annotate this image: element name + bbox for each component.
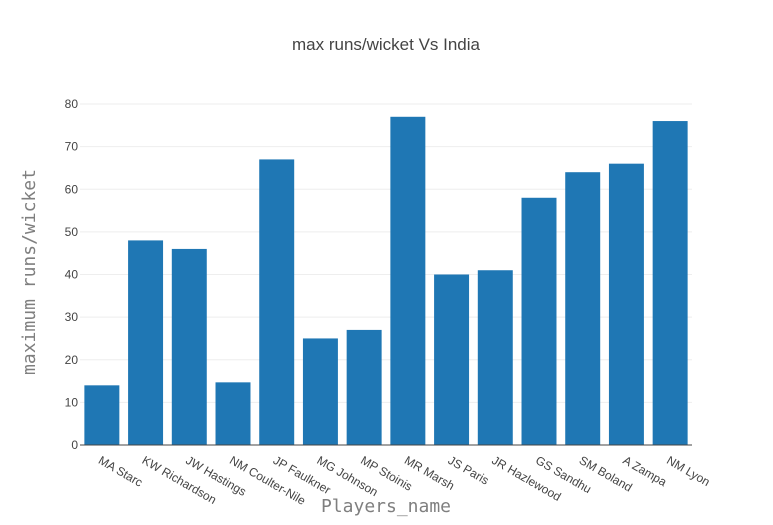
bar[interactable] [84, 385, 120, 445]
x-tick-label: KW Richardson [140, 453, 219, 507]
y-tick-label: 60 [65, 182, 79, 196]
y-tick-label: 70 [65, 140, 79, 154]
bar[interactable] [652, 121, 688, 446]
x-tick-label: NM Lyon [664, 453, 712, 489]
bar[interactable] [302, 338, 338, 445]
chart-title: max runs/wicket Vs India [292, 35, 481, 54]
y-tick-label: 20 [65, 353, 79, 367]
bar[interactable] [390, 116, 426, 445]
x-axis-title: Players_name [321, 496, 451, 517]
bar[interactable] [128, 240, 164, 445]
y-tick-label: 40 [65, 268, 79, 282]
bar[interactable] [434, 274, 470, 446]
bar[interactable] [215, 382, 251, 445]
bar[interactable] [521, 197, 557, 445]
bar[interactable] [477, 270, 513, 445]
y-tick-label: 30 [65, 310, 79, 324]
bars [84, 116, 688, 446]
y-tick-label: 80 [65, 97, 79, 111]
y-tick-label: 50 [65, 225, 79, 239]
y-axis-title: maximum runs/wicket [19, 169, 40, 375]
bar[interactable] [346, 329, 382, 445]
bar[interactable] [171, 248, 207, 445]
y-tick-label: 0 [71, 438, 78, 452]
x-tick-label: MA Starc [96, 453, 145, 489]
bar[interactable] [565, 172, 601, 445]
y-tick-label: 10 [65, 395, 79, 409]
bar[interactable] [608, 163, 644, 446]
y-tick-labels: 0 10 20 30 40 50 60 70 80 [65, 97, 79, 452]
bar[interactable] [259, 159, 295, 445]
